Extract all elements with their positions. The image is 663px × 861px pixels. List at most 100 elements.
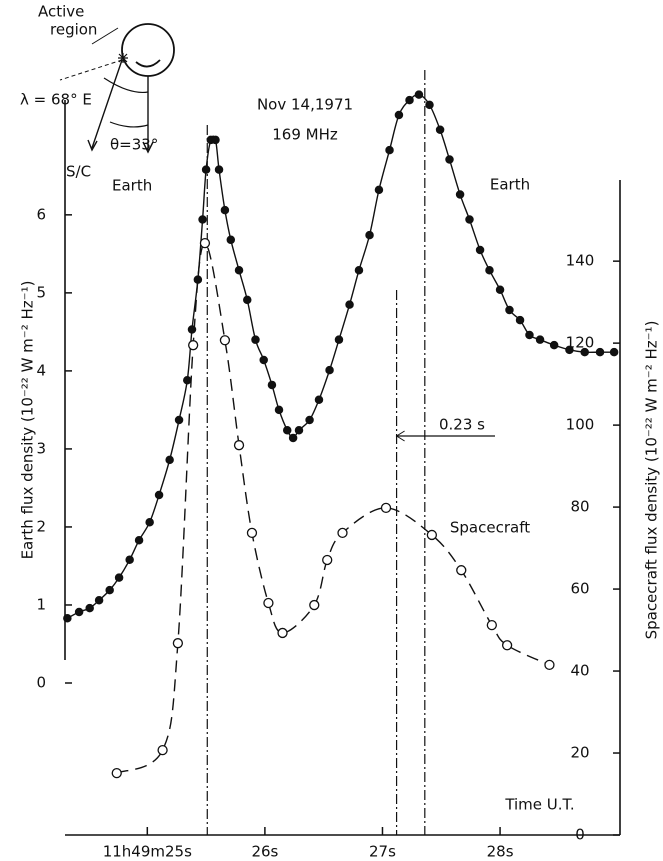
data-point [219, 335, 231, 346]
data-point [145, 518, 154, 527]
data-point [337, 527, 348, 539]
data-point [201, 165, 211, 174]
data-point [609, 347, 619, 357]
data-point [305, 415, 314, 425]
data-point [595, 347, 605, 357]
data-point [435, 125, 445, 135]
x-tick-label: 27s [369, 843, 396, 861]
data-point [565, 345, 574, 355]
data-point [334, 335, 344, 344]
data-point [282, 425, 292, 435]
annotation-arrow [395, 430, 405, 442]
data-point [226, 235, 236, 245]
data-point [325, 365, 334, 375]
data-point [263, 597, 274, 609]
data-point [405, 95, 414, 105]
data-point [259, 355, 268, 365]
chart-title: Nov 14,1971 [257, 96, 353, 114]
data-point [234, 265, 244, 275]
data-point [445, 155, 454, 164]
data-point [365, 230, 374, 240]
data-point [165, 455, 174, 465]
data-point [544, 659, 555, 671]
data-point [172, 638, 184, 649]
data-point [549, 340, 559, 350]
data-point [125, 555, 134, 564]
data-point [134, 535, 144, 545]
y2-axis-label: Spacecraft flux density (10⁻²² W m⁻² Hz⁻… [643, 321, 661, 640]
data-point [74, 607, 84, 617]
data-point [183, 376, 192, 385]
data-point [465, 215, 474, 224]
data-point [294, 425, 304, 435]
series-label: Spacecraft [450, 519, 530, 537]
data-point [154, 490, 164, 500]
data-point [251, 335, 260, 344]
data-point [174, 415, 184, 425]
data-point [220, 205, 230, 215]
data-point [580, 347, 589, 357]
data-point [211, 135, 220, 145]
data-point [495, 285, 505, 294]
data-point [345, 300, 354, 309]
data-point [214, 165, 224, 174]
data-point [525, 330, 534, 340]
series-label: Earth [490, 176, 530, 194]
x-axis-label: Time U.T. [504, 796, 574, 814]
chart-subtitle: 169 MHz [272, 126, 338, 144]
y2-tick-label: 140 [566, 252, 595, 270]
data-point [414, 90, 424, 99]
data-point [314, 395, 324, 405]
data-point [455, 190, 465, 199]
data-point [380, 502, 392, 514]
x-tick-label: 26s [251, 843, 278, 861]
y2-tick-label: 100 [566, 416, 595, 434]
data-point [501, 640, 513, 651]
data-point [309, 599, 320, 611]
y-tick-label: 0 [36, 674, 46, 692]
data-point [475, 245, 485, 255]
data-point [374, 185, 384, 195]
annotation-label: 0.23 s [439, 416, 485, 434]
data-point [267, 380, 277, 390]
data-point [198, 215, 207, 224]
x-tick-label: 28s [487, 843, 514, 861]
x-tick-label: 11h49m25s [103, 843, 192, 861]
inset-diagram: Active region λ = 68° E θ=33° S/C Earth [20, 3, 175, 195]
y2-tick-label: 20 [570, 744, 589, 762]
data-point [486, 619, 497, 631]
y2-tick-label: 80 [570, 498, 589, 516]
y2-tick-label: 60 [570, 580, 589, 598]
inset-label: λ = 68° E [20, 91, 92, 109]
inset-label: Active [38, 3, 84, 21]
data-point [535, 335, 545, 344]
series-line [67, 93, 615, 619]
data-point [243, 295, 252, 305]
inset-label: Earth [112, 177, 152, 195]
data-point [114, 573, 124, 582]
data-point [354, 265, 364, 275]
data-point [188, 340, 199, 351]
data-point [485, 265, 494, 275]
data-point [111, 767, 122, 779]
data-point [288, 433, 298, 443]
data-point [394, 110, 404, 120]
y2-tick-label: 0 [575, 826, 585, 844]
data-point [157, 745, 168, 756]
data-point [85, 603, 94, 613]
data-point [277, 627, 288, 639]
data-point [246, 527, 258, 539]
y-tick-label: 5 [36, 283, 46, 301]
y-tick-label: 6 [36, 205, 46, 223]
data-point [425, 100, 434, 110]
data-point [199, 237, 211, 249]
data-point [274, 405, 284, 415]
y-tick-label: 2 [36, 517, 46, 535]
series-line [116, 242, 550, 774]
y2-tick-label: 40 [570, 662, 589, 680]
data-point [233, 440, 245, 451]
inset-label: region [50, 21, 97, 39]
data-point [385, 145, 394, 155]
y-tick-label: 3 [36, 439, 46, 457]
data-point [505, 305, 514, 315]
